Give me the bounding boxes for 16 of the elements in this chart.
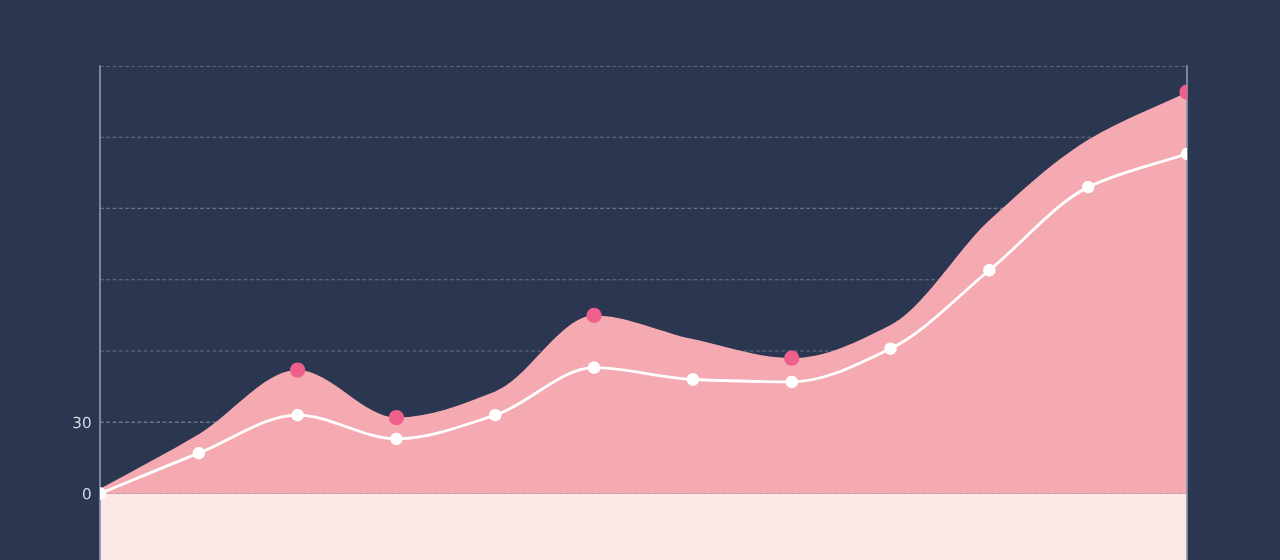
point [489,408,502,422]
y-tick-label: 30 [73,416,91,429]
point [785,375,798,389]
point [784,350,800,366]
point [1081,180,1095,194]
point [192,446,206,460]
point [290,362,306,378]
point [686,373,700,386]
point [390,432,403,446]
point [586,307,602,323]
point [884,342,897,355]
point [587,361,601,374]
point [291,408,304,422]
point [983,264,996,277]
y-tick-label: 0 [82,487,91,500]
point [388,409,405,426]
